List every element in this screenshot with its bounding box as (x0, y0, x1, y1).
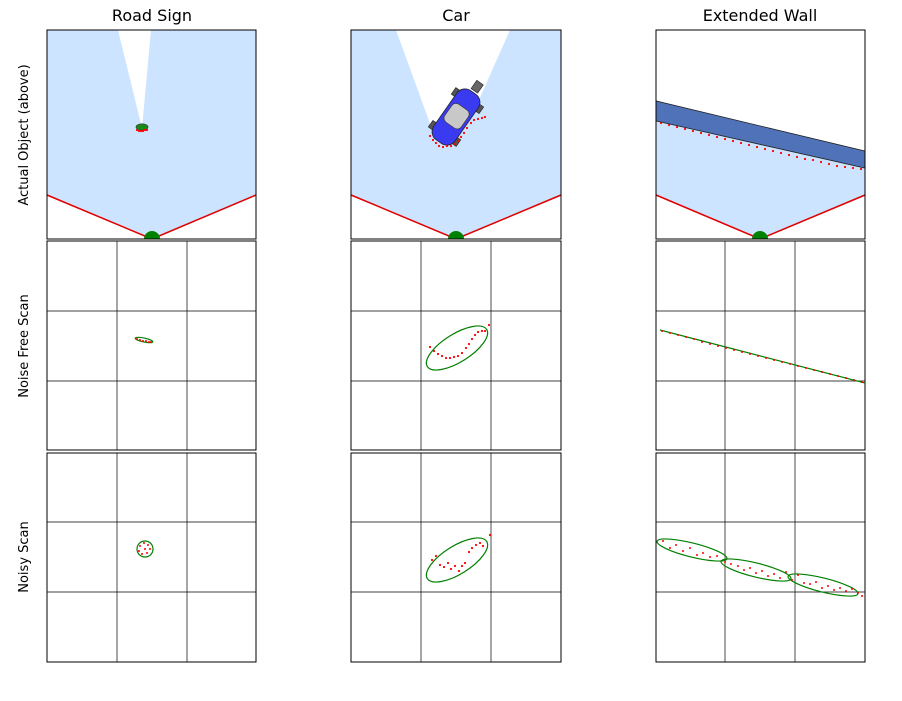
scan-points (662, 540, 863, 597)
fov-region (656, 120, 865, 239)
fov-edge-left (47, 194, 153, 239)
sensor-icon (752, 231, 768, 239)
sensor-icon (448, 231, 464, 239)
car-icon (427, 79, 485, 147)
scan-points (659, 121, 863, 171)
panel-car-noise-free (350, 240, 562, 451)
row-label-actual: Actual Object (above) (17, 64, 32, 205)
panel-road-sign-actual (46, 29, 257, 240)
title-car: Car (442, 6, 470, 25)
panel-car-actual (350, 29, 562, 240)
scan-points (428, 323, 491, 360)
panel-road-sign-noise-free (46, 240, 257, 451)
scan-points (135, 128, 149, 133)
fit-ellipse (425, 325, 489, 371)
scan-points (428, 115, 487, 149)
title-extended-wall: Extended Wall (703, 6, 818, 25)
fit-ellipse (425, 537, 489, 583)
title-road-sign: Road Sign (112, 6, 192, 25)
panel-road-sign-noisy (46, 452, 257, 663)
fit-ellipse (134, 336, 154, 344)
fov-region (47, 30, 256, 239)
fov-edge-right (455, 194, 561, 239)
row-label-noisy: Noisy Scan (17, 521, 32, 593)
panel-car-noisy (350, 452, 562, 663)
scan-points (138, 542, 151, 555)
fov-edge-left (351, 194, 457, 239)
scan-points (661, 330, 863, 383)
scan-points (430, 533, 492, 573)
road-sign-icon (135, 123, 149, 131)
sensor-icon (144, 231, 160, 239)
fov-edge-left (656, 194, 761, 239)
wall-icon (656, 100, 865, 169)
fit-ellipse (136, 540, 154, 558)
fit-ellipse (720, 558, 792, 582)
fov-edge-right (151, 194, 256, 239)
row-label-noise-free: Noise Free Scan (17, 294, 32, 398)
fov-edge-right (759, 194, 865, 239)
panel-wall-noisy (655, 452, 866, 663)
panel-wall-noise-free (655, 240, 866, 451)
panel-wall-actual (655, 29, 866, 240)
scan-points (136, 338, 152, 343)
